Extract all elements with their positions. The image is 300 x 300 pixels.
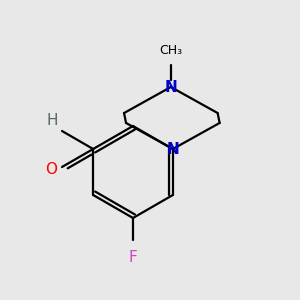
Text: F: F [129, 250, 137, 265]
Text: O: O [45, 161, 57, 176]
Text: N: N [167, 142, 179, 157]
Text: CH₃: CH₃ [159, 44, 182, 57]
Text: H: H [46, 113, 58, 128]
Text: N: N [164, 80, 177, 94]
